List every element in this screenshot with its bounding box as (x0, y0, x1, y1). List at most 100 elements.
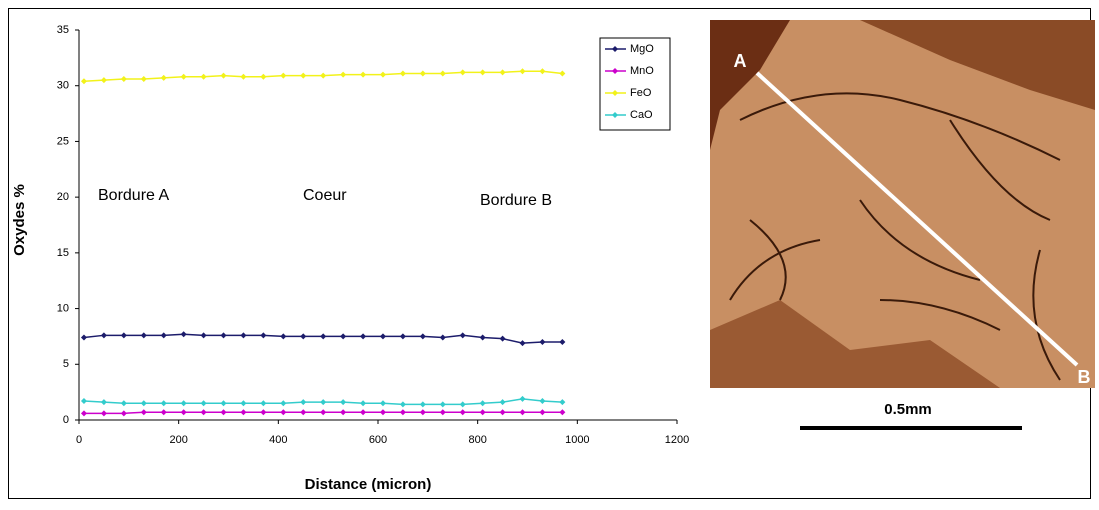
point (200, 73, 207, 80)
point (300, 72, 307, 79)
point (240, 409, 247, 416)
point (100, 77, 107, 84)
point (379, 400, 386, 407)
point (399, 401, 406, 408)
point (300, 333, 307, 340)
y-tick-label: 30 (57, 80, 69, 92)
point (80, 398, 87, 405)
point (160, 400, 167, 407)
point (240, 73, 247, 80)
point (539, 398, 546, 405)
point (499, 399, 506, 406)
point (140, 76, 147, 83)
point (140, 409, 147, 416)
point (240, 332, 247, 339)
point (220, 72, 227, 79)
annotation: Bordure B (480, 192, 552, 209)
point (80, 334, 87, 341)
y-tick-label: 35 (57, 24, 69, 36)
point (499, 409, 506, 416)
photo-dark-region (710, 300, 1000, 388)
point (140, 400, 147, 407)
y-tick-label: 5 (63, 358, 69, 370)
x-tick-label: 0 (76, 434, 82, 446)
y-tick-label: 0 (63, 414, 69, 426)
x-tick-label: 200 (169, 434, 187, 446)
point (340, 399, 347, 406)
point (180, 73, 187, 80)
point (120, 76, 127, 83)
point (80, 78, 87, 85)
point (539, 339, 546, 345)
annotation: Coeur (303, 187, 347, 204)
point (459, 332, 466, 339)
point (120, 400, 127, 407)
point (419, 333, 426, 340)
point (140, 332, 147, 339)
point (360, 71, 367, 78)
legend-label: MgO (630, 43, 654, 55)
point (519, 340, 526, 347)
legend-marker (612, 68, 618, 74)
y-tick-label: 10 (57, 302, 69, 314)
point (200, 332, 207, 339)
point (220, 409, 227, 416)
point (340, 409, 347, 416)
point (559, 70, 566, 77)
point (180, 400, 187, 407)
point (120, 410, 127, 417)
point (360, 409, 367, 416)
point (280, 409, 287, 416)
legend-marker (612, 46, 618, 52)
point (360, 333, 367, 340)
point (320, 72, 327, 79)
x-tick-label: 600 (369, 434, 387, 446)
point (300, 399, 307, 406)
scale-label: 0.5mm (884, 401, 932, 418)
point (439, 409, 446, 416)
point (220, 400, 227, 407)
point (479, 69, 486, 76)
point (499, 335, 506, 342)
point (399, 409, 406, 416)
point (160, 332, 167, 339)
photo: A B (710, 20, 1095, 388)
point (260, 73, 267, 80)
point (559, 409, 566, 416)
point (559, 339, 566, 345)
point (439, 70, 446, 77)
x-tick-label: 800 (468, 434, 486, 446)
y-tick-label: 15 (57, 247, 69, 259)
point (340, 71, 347, 78)
point (320, 333, 327, 340)
y-axis-label: Oxydes % (11, 184, 28, 256)
point (379, 409, 386, 416)
point (240, 400, 247, 407)
point (100, 332, 107, 339)
point (519, 395, 526, 402)
point-label: B (1078, 367, 1091, 387)
legend-marker (612, 112, 618, 118)
point (479, 334, 486, 341)
point (220, 332, 227, 339)
photo-cracks (729, 92, 1061, 381)
photo-dark-region (710, 20, 790, 150)
point (260, 409, 267, 416)
point (379, 71, 386, 78)
point (519, 68, 526, 75)
point (180, 409, 187, 416)
point (360, 400, 367, 407)
point (100, 410, 107, 417)
x-tick-label: 400 (269, 434, 287, 446)
point (300, 409, 307, 416)
point (399, 70, 406, 77)
point (539, 409, 546, 416)
point (519, 409, 526, 416)
point (260, 332, 267, 339)
point (160, 74, 167, 81)
legend-label: FeO (630, 87, 652, 99)
point (320, 409, 327, 416)
point (320, 399, 327, 406)
point (459, 401, 466, 408)
